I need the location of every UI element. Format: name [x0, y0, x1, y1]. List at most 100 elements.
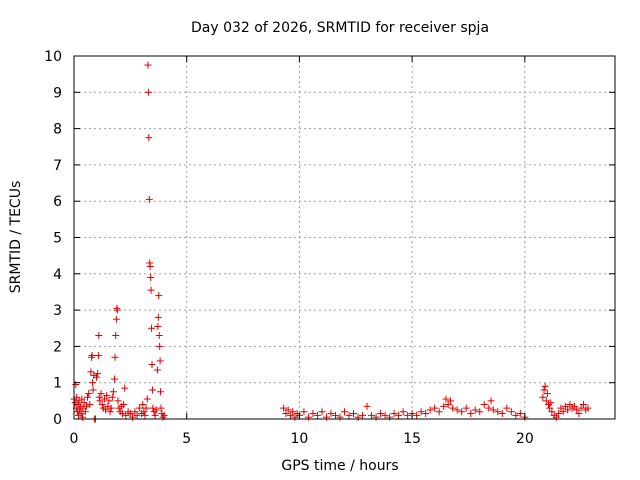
data-point [156, 357, 164, 365]
x-tick-label: 20 [516, 431, 534, 447]
data-point [507, 408, 515, 416]
data-point [148, 386, 156, 394]
data-point [546, 404, 554, 412]
data-point [153, 366, 161, 374]
data-point [108, 393, 116, 401]
data-point [280, 404, 288, 412]
data-point [104, 402, 112, 410]
data-point [426, 406, 434, 414]
data-point [512, 411, 520, 419]
data-point [144, 61, 152, 69]
data-point [489, 406, 497, 414]
data-point [98, 400, 106, 408]
data-point [372, 413, 380, 421]
data-point [446, 397, 454, 405]
data-point [431, 404, 439, 412]
data-point [555, 410, 563, 418]
data-point [79, 413, 87, 421]
data-point [149, 404, 157, 412]
data-point [146, 263, 154, 271]
data-point [103, 391, 111, 399]
data-point [395, 411, 403, 419]
data-point [577, 404, 585, 412]
data-point [449, 404, 457, 412]
y-tick-label: 3 [53, 303, 62, 319]
x-tick-label: 0 [70, 431, 79, 447]
data-point [559, 408, 567, 416]
data-point [151, 411, 159, 419]
x-tick-label: 5 [182, 431, 191, 447]
data-point [584, 404, 592, 412]
data-point [494, 408, 502, 416]
data-point [386, 413, 394, 421]
data-point [573, 406, 581, 414]
data-point [570, 402, 578, 410]
data-point [485, 404, 493, 412]
x-tick-label: 15 [403, 431, 421, 447]
data-point [291, 413, 299, 421]
data-point [145, 134, 153, 142]
data-point [140, 408, 148, 416]
data-point [404, 411, 412, 419]
data-point [157, 404, 165, 412]
data-point [561, 402, 569, 410]
data-point [118, 410, 126, 418]
data-point [381, 411, 389, 419]
y-tick-label: 0 [53, 412, 62, 428]
data-point [155, 332, 163, 340]
data-point [542, 397, 550, 405]
data-point [105, 397, 113, 405]
data-point [109, 388, 117, 396]
data-point [143, 395, 151, 403]
data-point [440, 402, 448, 410]
y-tick-label: 6 [53, 194, 62, 210]
data-point [399, 408, 407, 416]
data-point [77, 410, 85, 418]
data-point [154, 313, 162, 321]
data-point [157, 388, 165, 396]
data-point [106, 408, 114, 416]
data-point [541, 382, 549, 390]
data-point [575, 410, 583, 418]
data-point [145, 195, 153, 203]
data-point [102, 406, 110, 414]
data-point [557, 404, 565, 412]
data-point [113, 306, 121, 314]
data-point [96, 397, 104, 405]
data-point [156, 342, 164, 350]
data-point [540, 386, 548, 394]
data-point [350, 410, 358, 418]
data-point [498, 410, 506, 418]
data-point [354, 413, 362, 421]
data-point [539, 393, 547, 401]
y-axis-label: SRMTID / TECUs [8, 181, 24, 294]
data-point [148, 324, 156, 332]
data-point [112, 315, 120, 323]
data-point [289, 408, 297, 416]
data-point [368, 411, 376, 419]
y-tick-label: 8 [53, 122, 62, 138]
data-point [93, 373, 101, 381]
data-point [79, 404, 87, 412]
data-point [435, 408, 443, 416]
data-point [122, 411, 130, 419]
data-point [480, 400, 488, 408]
data-point [100, 395, 108, 403]
data-point [97, 390, 105, 398]
data-point [88, 351, 96, 359]
data-point [120, 400, 128, 408]
data-point [377, 410, 385, 418]
data-point [86, 400, 94, 408]
data-point [336, 413, 344, 421]
data-point [129, 413, 137, 421]
y-tick-label: 10 [44, 49, 62, 65]
data-point [82, 402, 90, 410]
data-point [422, 410, 430, 418]
data-point [476, 408, 484, 416]
data-point [462, 404, 470, 412]
data-point [282, 410, 290, 418]
data-point [94, 351, 102, 359]
data-point [71, 399, 79, 407]
data-point [566, 400, 574, 408]
